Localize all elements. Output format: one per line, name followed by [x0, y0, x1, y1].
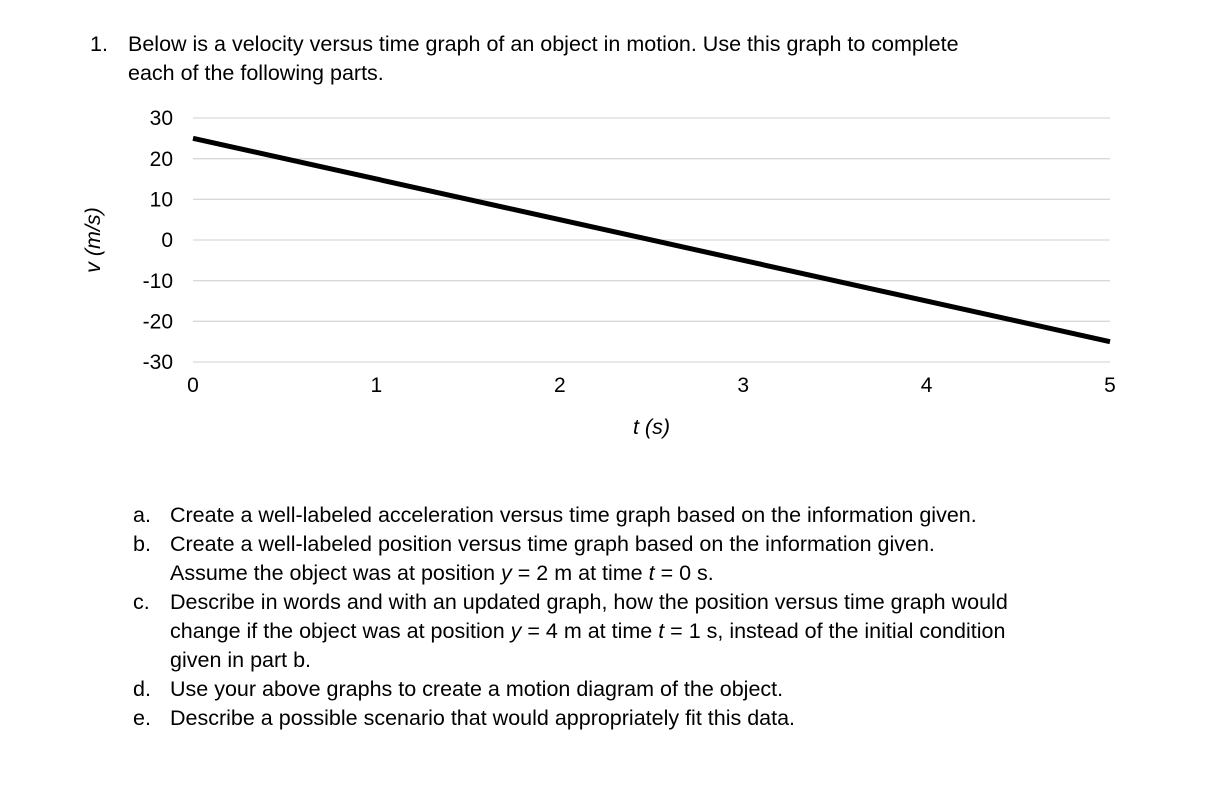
part-text: Create a well-labeled position versus ti… — [170, 530, 935, 588]
part-label: b. — [133, 532, 151, 556]
x-tick-label: 4 — [921, 374, 933, 397]
part-text: Use your above graphs to create a motion… — [170, 675, 783, 704]
y-tick-label: -30 — [143, 351, 173, 374]
part-item: d. Use your above graphs to create a moti… — [133, 675, 1008, 704]
y-tick-label: -10 — [143, 270, 173, 293]
part-text-line: Create a well-labeled acceleration versu… — [170, 503, 977, 527]
x-tick-label: 3 — [737, 374, 749, 397]
part-item: c. Describe in words and with an updated … — [133, 588, 1008, 675]
question-text: Below is a velocity versus time graph of… — [128, 30, 959, 88]
question-parts: a. Create a well-labeled acceleration ver… — [133, 501, 1008, 733]
question-number: 1. — [90, 32, 108, 56]
part-label: d. — [133, 677, 151, 701]
part-label: e. — [133, 706, 151, 730]
part-item: e. Describe a possible scenario that woul… — [133, 704, 1008, 733]
x-axis-title: t (s) — [633, 415, 670, 439]
part-text-line: Use your above graphs to create a motion… — [170, 677, 784, 701]
velocity-line — [192, 135, 1111, 345]
part-text-line: Create a well-labeled position versus ti… — [170, 532, 935, 556]
y-tick-label: -20 — [143, 310, 173, 333]
part-text-line: given in part b. — [170, 648, 312, 672]
y-tick-label: 10 — [150, 188, 173, 211]
x-tick-label: 0 — [187, 374, 199, 397]
part-text-line: Describe in words and with an updated gr… — [170, 590, 1008, 614]
y-tick-label: 30 — [150, 107, 173, 130]
part-label: c. — [133, 590, 150, 614]
part-item: b. Create a well-labeled position versus … — [133, 530, 1008, 588]
velocity-time-chart: 30 20 10 0 -10 -20 -30 0 1 2 3 4 5 t (s) v (m/s) — [0, 95, 1218, 460]
question-header: 1. Below is a velocity versus time graph… — [90, 30, 959, 88]
x-tick-label: 2 — [554, 374, 566, 397]
part-label: a. — [133, 503, 151, 527]
y-tick-label: 0 — [161, 229, 173, 252]
part-text: Create a well-labeled acceleration versu… — [170, 501, 977, 530]
part-text-line: change if the object was at position y =… — [170, 619, 1006, 643]
part-text: Describe in words and with an updated gr… — [170, 588, 1008, 675]
question-text-line-2: each of the following parts. — [128, 61, 384, 85]
part-text-line: Describe a possible scenario that would … — [170, 706, 796, 730]
part-text: Describe a possible scenario that would … — [170, 704, 795, 733]
question-text-line-1: Below is a velocity versus time graph of… — [128, 32, 959, 56]
part-text-line: Assume the object was at position y = 2 … — [170, 561, 714, 585]
chart-canvas: 30 20 10 0 -10 -20 -30 0 1 2 3 4 5 t (s) v (m/s) — [81, 107, 1116, 439]
y-tick-label: 20 — [150, 148, 173, 171]
part-item: a. Create a well-labeled acceleration ver… — [133, 501, 1008, 530]
x-tick-label: 5 — [1104, 374, 1116, 397]
x-tick-label: 1 — [371, 374, 383, 397]
y-axis-title: v (m/s) — [81, 207, 105, 273]
